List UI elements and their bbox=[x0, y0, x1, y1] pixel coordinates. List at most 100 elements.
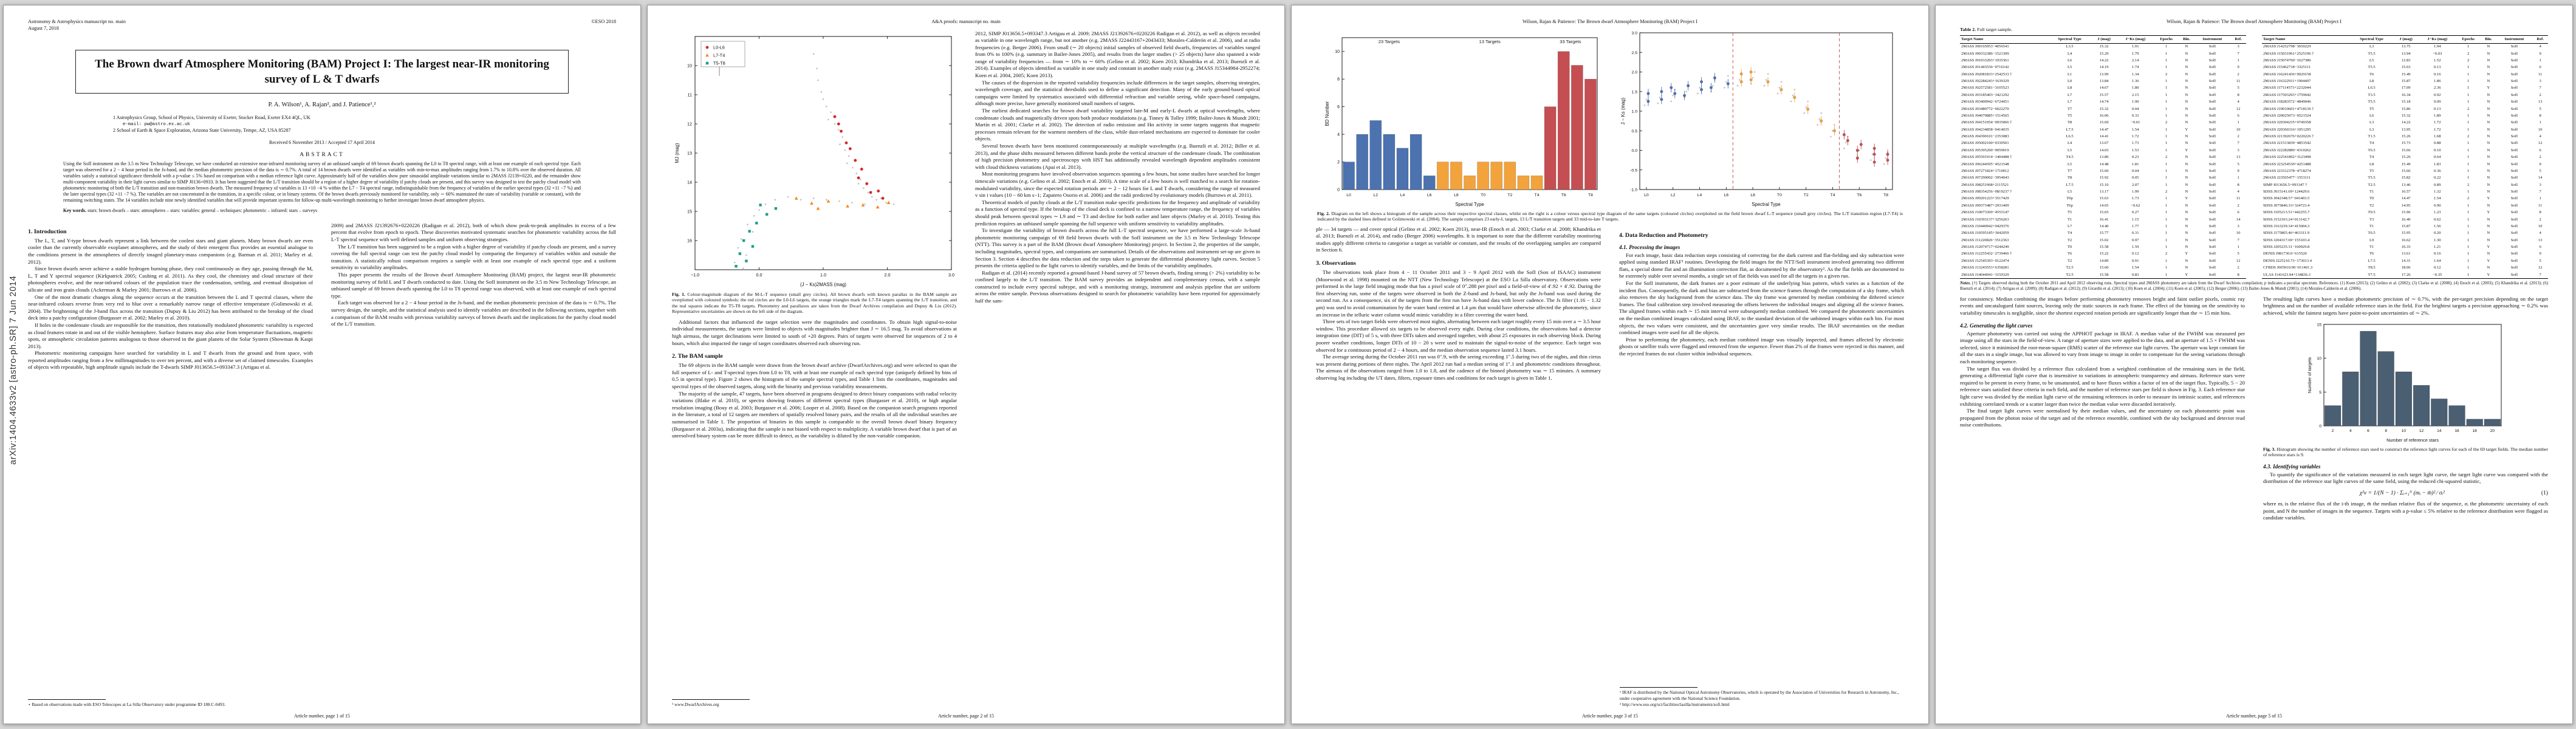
table-cell: 15.58 bbox=[2099, 245, 2109, 250]
table-cell: 1.90 bbox=[2131, 100, 2139, 104]
table-cell: T4 bbox=[2067, 231, 2072, 236]
target-name-cell: SDSS J042348.57−041403.5 bbox=[2263, 196, 2310, 201]
equation: χ²ν = 1/(N − 1) · Σᵢ₌₁ᴺ (mᵢ − m̄)² ⁄ σᵢ²… bbox=[2263, 490, 2548, 496]
table-cell: T6 bbox=[2369, 252, 2374, 256]
target-name-cell: 2MASS J08251968+2115521 bbox=[1961, 182, 2009, 187]
table-cell: 1.54 bbox=[2433, 196, 2441, 201]
svg-text:L4: L4 bbox=[1697, 193, 1702, 197]
column-right: 2009) and 2MASS J21392676+0220226 (Radig… bbox=[331, 222, 616, 611]
target-name-cell: 2MASS J19010601+4718136 † bbox=[2263, 106, 2314, 111]
table-cell: 1 bbox=[2467, 65, 2470, 70]
fig2-spectral-type-histogram: 0 2 4 6 8 10 L0 L2 L4 L6 L8 T0 T2 T4 T6 T8 23 Targets 13 … bbox=[1324, 37, 1598, 207]
table-cell: SofI bbox=[2510, 196, 2518, 201]
table-cell: Y bbox=[2487, 245, 2490, 250]
svg-text:10: 10 bbox=[2401, 429, 2406, 433]
svg-text:2.5: 2.5 bbox=[1632, 50, 1638, 55]
svg-text:0: 0 bbox=[2319, 424, 2321, 428]
svg-text:(J − Ks)2MASS (mag): (J − Ks)2MASS (mag) bbox=[800, 282, 846, 287]
table-cell: T0p bbox=[2066, 196, 2073, 201]
svg-text:BD Number: BD Number bbox=[1324, 101, 1330, 126]
svg-text:T0: T0 bbox=[1777, 193, 1782, 197]
footnote[interactable]: ² http://www.eso.org/sci/facilities/lasi… bbox=[1620, 701, 1730, 707]
target-name-cell: 2MASS J16241436+0029158 bbox=[2263, 72, 2311, 77]
table-cell: 1 bbox=[2467, 127, 2470, 132]
table-cell: 15.32 bbox=[2401, 113, 2411, 118]
table-cell: 14.74 bbox=[2099, 100, 2109, 104]
table-cell: SofI bbox=[2496, 271, 2533, 279]
table-cell: 1 bbox=[2467, 100, 2470, 104]
table-cell: SofI bbox=[2510, 203, 2518, 208]
table-cell: SofI bbox=[2510, 245, 2518, 250]
table-cell: SofI bbox=[2510, 258, 2518, 263]
table-cell: 0.92 bbox=[2433, 92, 2441, 97]
table-cell: N bbox=[2185, 92, 2188, 97]
target-name-cell: 2MASS J01033203+1935361 bbox=[1961, 58, 2009, 63]
table-cell: 0.16 bbox=[2433, 72, 2441, 77]
table-cell: 15.02 bbox=[2099, 238, 2109, 242]
table-cell: SofI bbox=[2510, 148, 2518, 152]
table-header: Target Name Spectral Type J (mag) J−Ks (mag… bbox=[1960, 35, 2246, 44]
table-cell: SofI bbox=[2510, 134, 2518, 139]
table-cell: T5.5 bbox=[2368, 65, 2376, 70]
table-row: 2MASS J12255432−2739466 † T6 15.22 0.12 2 Y So… bbox=[1960, 251, 2246, 258]
table-cell: 13.17 bbox=[2099, 190, 2109, 194]
table-cell: 1.15 bbox=[2131, 217, 2139, 222]
table-row: 2MASS J00332386−1521309 L4 15.29 1.79 1 N SofI… bbox=[1960, 50, 2246, 57]
table-cell: 1 bbox=[2467, 120, 2470, 125]
svg-text:Spectral Type: Spectral Type bbox=[1752, 202, 1781, 207]
table-notes: Notes. (†) Targets observed during both … bbox=[1960, 281, 2548, 292]
table-cell: 8 bbox=[2230, 271, 2246, 279]
table-cell: 2 bbox=[2165, 120, 2168, 125]
table-cell: SofI bbox=[2208, 44, 2216, 49]
svg-text:8: 8 bbox=[2385, 429, 2387, 433]
table-cell: SofI bbox=[2208, 258, 2216, 263]
table-cell: 15.65 bbox=[2099, 210, 2109, 215]
table-cell: T3 bbox=[2369, 217, 2374, 222]
target-name-cell: 2MASS J11220826−3512363 bbox=[1961, 238, 2009, 242]
table-cell: T7 bbox=[2067, 168, 2072, 173]
target-name-cell: 2MASS J10393137+3256263 bbox=[1961, 217, 2009, 222]
svg-text:12: 12 bbox=[687, 121, 692, 126]
table-cell: Y bbox=[2487, 258, 2490, 263]
table-cell: T2.5 bbox=[2048, 271, 2092, 279]
table-cell: T5.5 bbox=[2368, 100, 2376, 104]
table-row: 2MASS J17114573+2232044 L6.5 17.09 2.36 1 Y So… bbox=[2262, 85, 2548, 92]
table-cell: 0.27 bbox=[2131, 210, 2139, 215]
email-link[interactable]: e-mail: pw@astro.ex.ac.uk bbox=[123, 122, 190, 127]
table-cell: 2 bbox=[2539, 155, 2541, 160]
table-cell: 15.29 bbox=[2099, 51, 2109, 56]
svg-text:L2: L2 bbox=[1671, 193, 1676, 197]
table-cell: 18.06 bbox=[2401, 265, 2411, 270]
table-cell: T0 bbox=[2067, 245, 2072, 250]
table-cell: 0.22 bbox=[2433, 176, 2441, 180]
table-cell: T6p bbox=[2066, 203, 2073, 208]
table-cell: Y bbox=[2487, 86, 2490, 91]
table-cell: 1 bbox=[2467, 86, 2470, 91]
fig2-caption: Fig. 2. Diagram on the left shows a hist… bbox=[1317, 211, 1903, 222]
svg-text:3.0: 3.0 bbox=[948, 272, 954, 278]
table-cell: 1 bbox=[2467, 72, 2470, 77]
svg-text:L8: L8 bbox=[1454, 193, 1459, 197]
footnote[interactable]: ¹ www.DwarfArchives.org bbox=[672, 701, 719, 707]
section-heading: 1. Introduction bbox=[28, 228, 67, 235]
table-cell: T7 bbox=[2067, 106, 2072, 111]
table-cell: 1 bbox=[2467, 44, 2470, 49]
table-cell: N bbox=[2487, 217, 2490, 222]
table-cell: 15.87 bbox=[2401, 224, 2411, 228]
paragraph: The majority of the sample, 47 targets, … bbox=[672, 390, 957, 439]
table-cell: 15.60 bbox=[2099, 265, 2109, 270]
keywords-text: stars: brown dwarfs – stars: atmospheres… bbox=[87, 207, 318, 213]
table-cell: 2 bbox=[2237, 134, 2239, 139]
table-cell: 1 bbox=[2467, 265, 2470, 270]
table-cell: 14.67 bbox=[2099, 86, 2109, 91]
table-row: 2MASS J05002100+0330501 L4 13.67 1.73 1 N SofI… bbox=[1960, 140, 2246, 147]
table-cell: SofI bbox=[2208, 203, 2216, 208]
table-row: 2MASS J02284243+1639329 L0 13.84 1.36 1 N SofI… bbox=[1960, 78, 2246, 84]
target-name-cell: 2MASS J04070885+1514565 bbox=[1961, 113, 2009, 118]
target-name-cell: 2MASS J03480772−6022270 bbox=[1961, 106, 2009, 111]
column-right: 4. Data Reduction and Photometry 4.1. Pro… bbox=[1619, 226, 1904, 627]
table-cell: 9 bbox=[2237, 168, 2239, 173]
section-heading: 4. Data Reduction and Photometry bbox=[1619, 231, 1708, 239]
target-name-cell: 2MASS J20360316+1051295 bbox=[2263, 127, 2311, 132]
table-cell: SofI bbox=[2208, 100, 2216, 104]
